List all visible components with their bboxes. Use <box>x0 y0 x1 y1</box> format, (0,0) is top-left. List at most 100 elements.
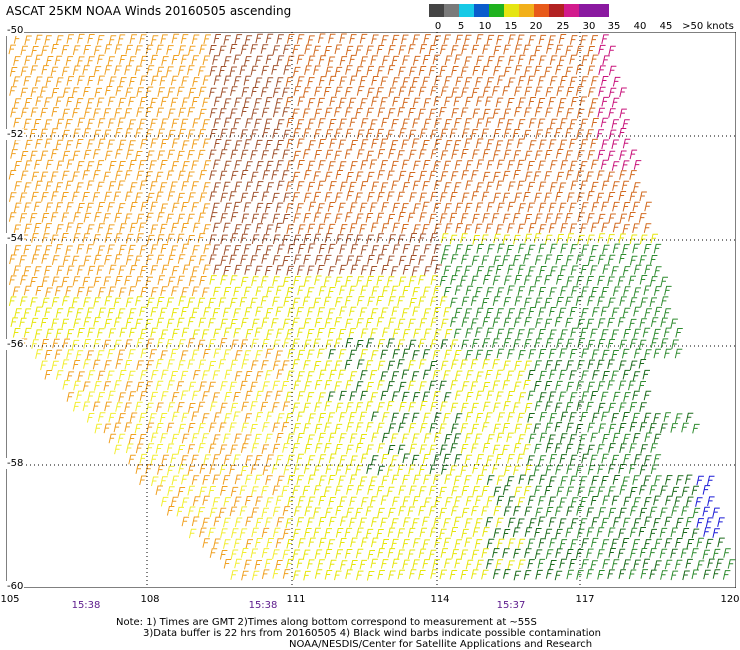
wind-barb <box>507 517 516 528</box>
wind-barb <box>282 107 290 117</box>
wind-barb <box>14 181 22 191</box>
wind-barb <box>391 180 399 191</box>
wind-barb <box>40 107 48 118</box>
wind-barb <box>440 171 449 181</box>
wind-barb <box>171 161 179 171</box>
wind-barb <box>223 222 231 233</box>
wind-barb <box>350 537 358 548</box>
wind-barb <box>643 539 652 549</box>
wind-barb <box>581 244 589 255</box>
wind-barb <box>412 287 420 297</box>
wind-barb <box>125 317 134 328</box>
wind-barb <box>538 55 547 66</box>
wind-barb <box>199 44 207 55</box>
wind-barb <box>475 307 484 318</box>
wind-barb <box>161 264 169 275</box>
wind-barb <box>538 224 547 234</box>
legend-swatch <box>429 4 444 17</box>
wind-barb <box>223 454 232 465</box>
wind-barb <box>30 107 39 118</box>
wind-barb <box>392 496 400 507</box>
wind-barb <box>579 161 588 171</box>
wind-barb <box>334 360 343 371</box>
wind-barb <box>33 201 42 212</box>
wind-barb <box>318 286 327 296</box>
wind-barb <box>119 223 127 233</box>
wind-barb <box>523 192 531 202</box>
wind-barb <box>302 485 310 496</box>
wind-barb <box>76 390 84 401</box>
wind-barb <box>653 286 662 296</box>
wind-barb <box>422 369 431 380</box>
wind-barb <box>260 276 269 286</box>
wind-barb <box>502 255 510 265</box>
wind-barb <box>209 170 217 181</box>
wind-barb <box>23 202 32 213</box>
wind-barb <box>349 496 357 507</box>
wind-barb <box>418 506 426 516</box>
wind-barb <box>223 245 231 256</box>
wind-barb <box>136 360 144 371</box>
wind-barb <box>107 244 115 255</box>
wind-barb <box>339 516 348 527</box>
wind-barb <box>191 390 200 401</box>
wind-barb <box>482 401 491 412</box>
wind-barb <box>430 149 438 159</box>
wind-barb <box>272 443 280 454</box>
wind-barb <box>430 191 438 202</box>
wind-barb <box>430 339 438 349</box>
wind-barb <box>233 245 241 255</box>
wind-barb <box>293 234 301 245</box>
wind-barb <box>77 117 85 128</box>
wind-barb <box>580 76 589 86</box>
wind-barb <box>492 317 500 328</box>
wind-barb <box>569 475 578 486</box>
wind-barb <box>34 159 42 170</box>
wind-barb <box>31 171 39 182</box>
wind-barb <box>591 475 599 486</box>
wind-barb <box>569 138 577 149</box>
wind-barb <box>597 570 605 580</box>
wind-barb <box>402 182 410 192</box>
wind-barb <box>581 286 589 297</box>
wind-barb <box>518 203 526 213</box>
wind-barb <box>502 234 510 245</box>
wind-barb <box>674 348 683 359</box>
wind-barb <box>538 496 546 506</box>
wind-barb <box>576 528 585 539</box>
wind-barb <box>283 296 291 307</box>
wind-barb <box>128 140 136 150</box>
wind-barb <box>24 55 32 66</box>
wind-barb <box>23 308 32 319</box>
wind-barb <box>240 339 248 350</box>
wind-barb <box>370 392 378 402</box>
wind-barb <box>66 202 74 212</box>
wind-barb <box>128 56 137 66</box>
wind-barb <box>443 392 452 402</box>
wind-barb <box>576 401 584 412</box>
wind-barb <box>96 328 105 338</box>
wind-barb <box>296 411 305 422</box>
wind-barb <box>413 224 421 235</box>
wind-barb <box>618 569 626 579</box>
wind-barb <box>87 370 96 380</box>
wind-barb <box>481 255 489 266</box>
wind-barb <box>328 475 336 485</box>
wind-barb <box>570 539 578 549</box>
wind-barb <box>171 328 180 339</box>
wind-barb <box>533 381 542 391</box>
wind-barb <box>327 56 336 67</box>
wind-barb <box>355 234 363 245</box>
wind-barb <box>671 339 679 350</box>
wind-barb <box>449 570 458 580</box>
wind-barb <box>496 538 505 549</box>
wind-barb <box>328 266 336 276</box>
wind-barb <box>402 265 411 275</box>
wind-barb <box>514 423 522 434</box>
wind-barb <box>72 150 81 161</box>
wind-barb <box>192 118 200 129</box>
wind-barb <box>439 486 447 497</box>
wind-barb <box>387 65 396 75</box>
wind-barb <box>98 287 106 297</box>
wind-barb <box>439 65 448 76</box>
